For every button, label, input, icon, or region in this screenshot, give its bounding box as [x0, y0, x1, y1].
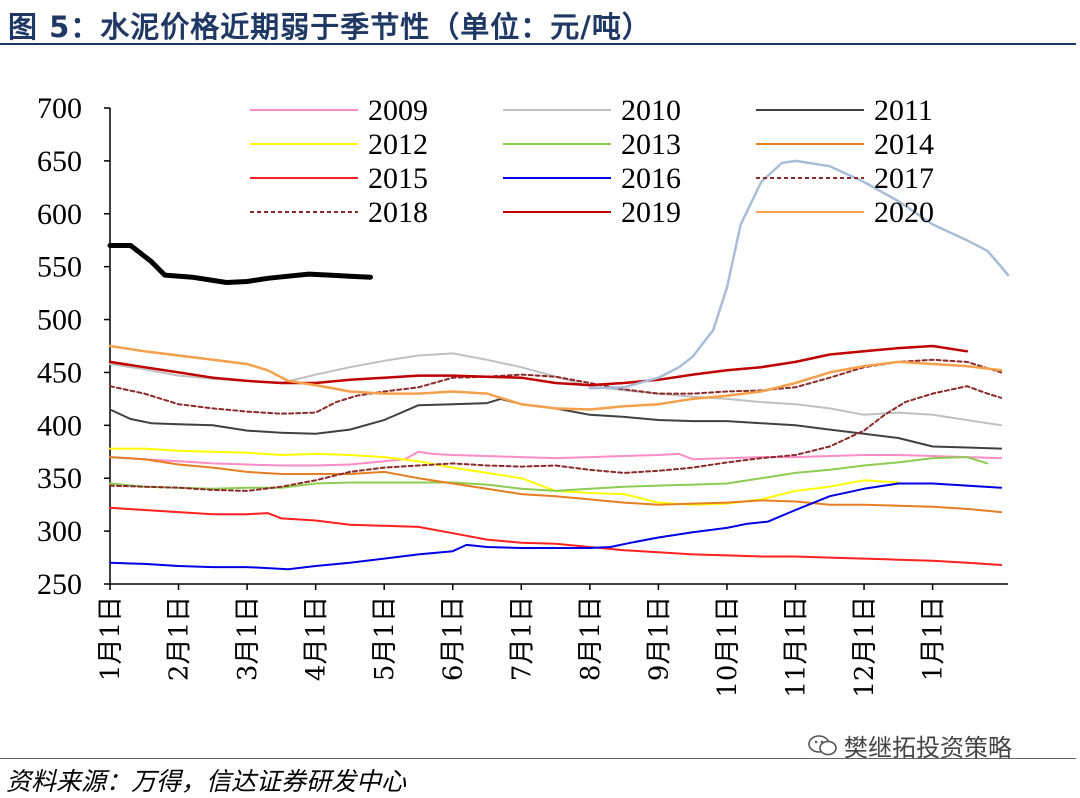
legend-label-2012: 2012 [368, 128, 428, 161]
x-tick-label: 11月1日 [781, 596, 811, 698]
x-tick-label: 1月1日 [919, 596, 949, 681]
series-line-2018 [109, 358, 1003, 415]
line-chart: 250 300 350 400 450 500 550 600 650 700 1月1日 2月1日 3月… [37, 92, 1010, 698]
watermark-text: 樊继拓投资策略 [844, 734, 1012, 762]
legend-label-2014: 2014 [874, 128, 934, 161]
legend-label-2011: 2011 [874, 94, 933, 127]
series-line-2019 [108, 344, 969, 387]
y-tick-label: 250 [37, 568, 82, 601]
y-tick-label: 700 [37, 92, 82, 125]
legend-label-2010: 2010 [621, 94, 681, 127]
legend-label-2016: 2016 [621, 162, 681, 195]
series-line-2017 [109, 385, 1003, 492]
legend-label-2018: 2018 [368, 196, 428, 229]
y-tick-label: 650 [37, 145, 82, 178]
legend-label-2015: 2015 [368, 162, 428, 195]
legend-label-2009: 2009 [368, 94, 428, 127]
x-tick-label: 8月1日 [576, 596, 606, 681]
y-tick-label: 300 [37, 515, 82, 548]
x-tick-label: 3月1日 [233, 596, 263, 681]
watermark: 樊继拓投资策略 [808, 728, 1012, 763]
legend-label-2019: 2019 [621, 196, 681, 229]
series-line-2011 [109, 397, 1003, 450]
series-line-2013 [109, 456, 989, 492]
x-tick-label: 2月1日 [165, 596, 195, 681]
y-tick-label: 400 [37, 409, 82, 442]
x-tick-label: 5月1日 [370, 596, 400, 681]
x-tick-label: 6月1日 [439, 596, 469, 681]
footer-divider [0, 758, 1076, 759]
x-tick-label: 7月1日 [507, 596, 537, 681]
y-tick-label: 500 [37, 304, 82, 337]
series-line-2015 [109, 506, 1003, 566]
series-line-2009 [109, 450, 1003, 467]
title-divider [0, 43, 1076, 45]
source-note: 资料来源：万得，信达证券研发中心 [6, 767, 407, 796]
legend-label-2017: 2017 [874, 162, 934, 195]
y-tick-label: 600 [37, 198, 82, 231]
series-line-2014 [109, 456, 1003, 514]
legend-label-2013: 2013 [621, 128, 681, 161]
legend-label-2020: 2020 [874, 196, 934, 229]
x-tick-label: 4月1日 [302, 596, 332, 681]
series-line-2012 [109, 447, 900, 506]
wechat-icon [808, 734, 837, 755]
figure-title: 图 5：水泥价格近期弱于季节性（单位：元/吨） [8, 10, 652, 44]
y-tick-label: 550 [37, 251, 82, 284]
x-tick-label: 10月1日 [713, 596, 743, 698]
y-tick-label: 450 [37, 356, 82, 389]
x-tick-label: 9月1日 [644, 596, 674, 681]
x-tick-label: 12月1日 [850, 596, 880, 698]
series-line-2022 [107, 243, 373, 285]
series-line-2016 [109, 482, 1003, 571]
series-line-2020 [108, 344, 1003, 411]
y-tick-label: 350 [37, 462, 82, 495]
series-line-2021 [588, 159, 1010, 390]
x-tick-label: 1月1日 [96, 596, 126, 681]
